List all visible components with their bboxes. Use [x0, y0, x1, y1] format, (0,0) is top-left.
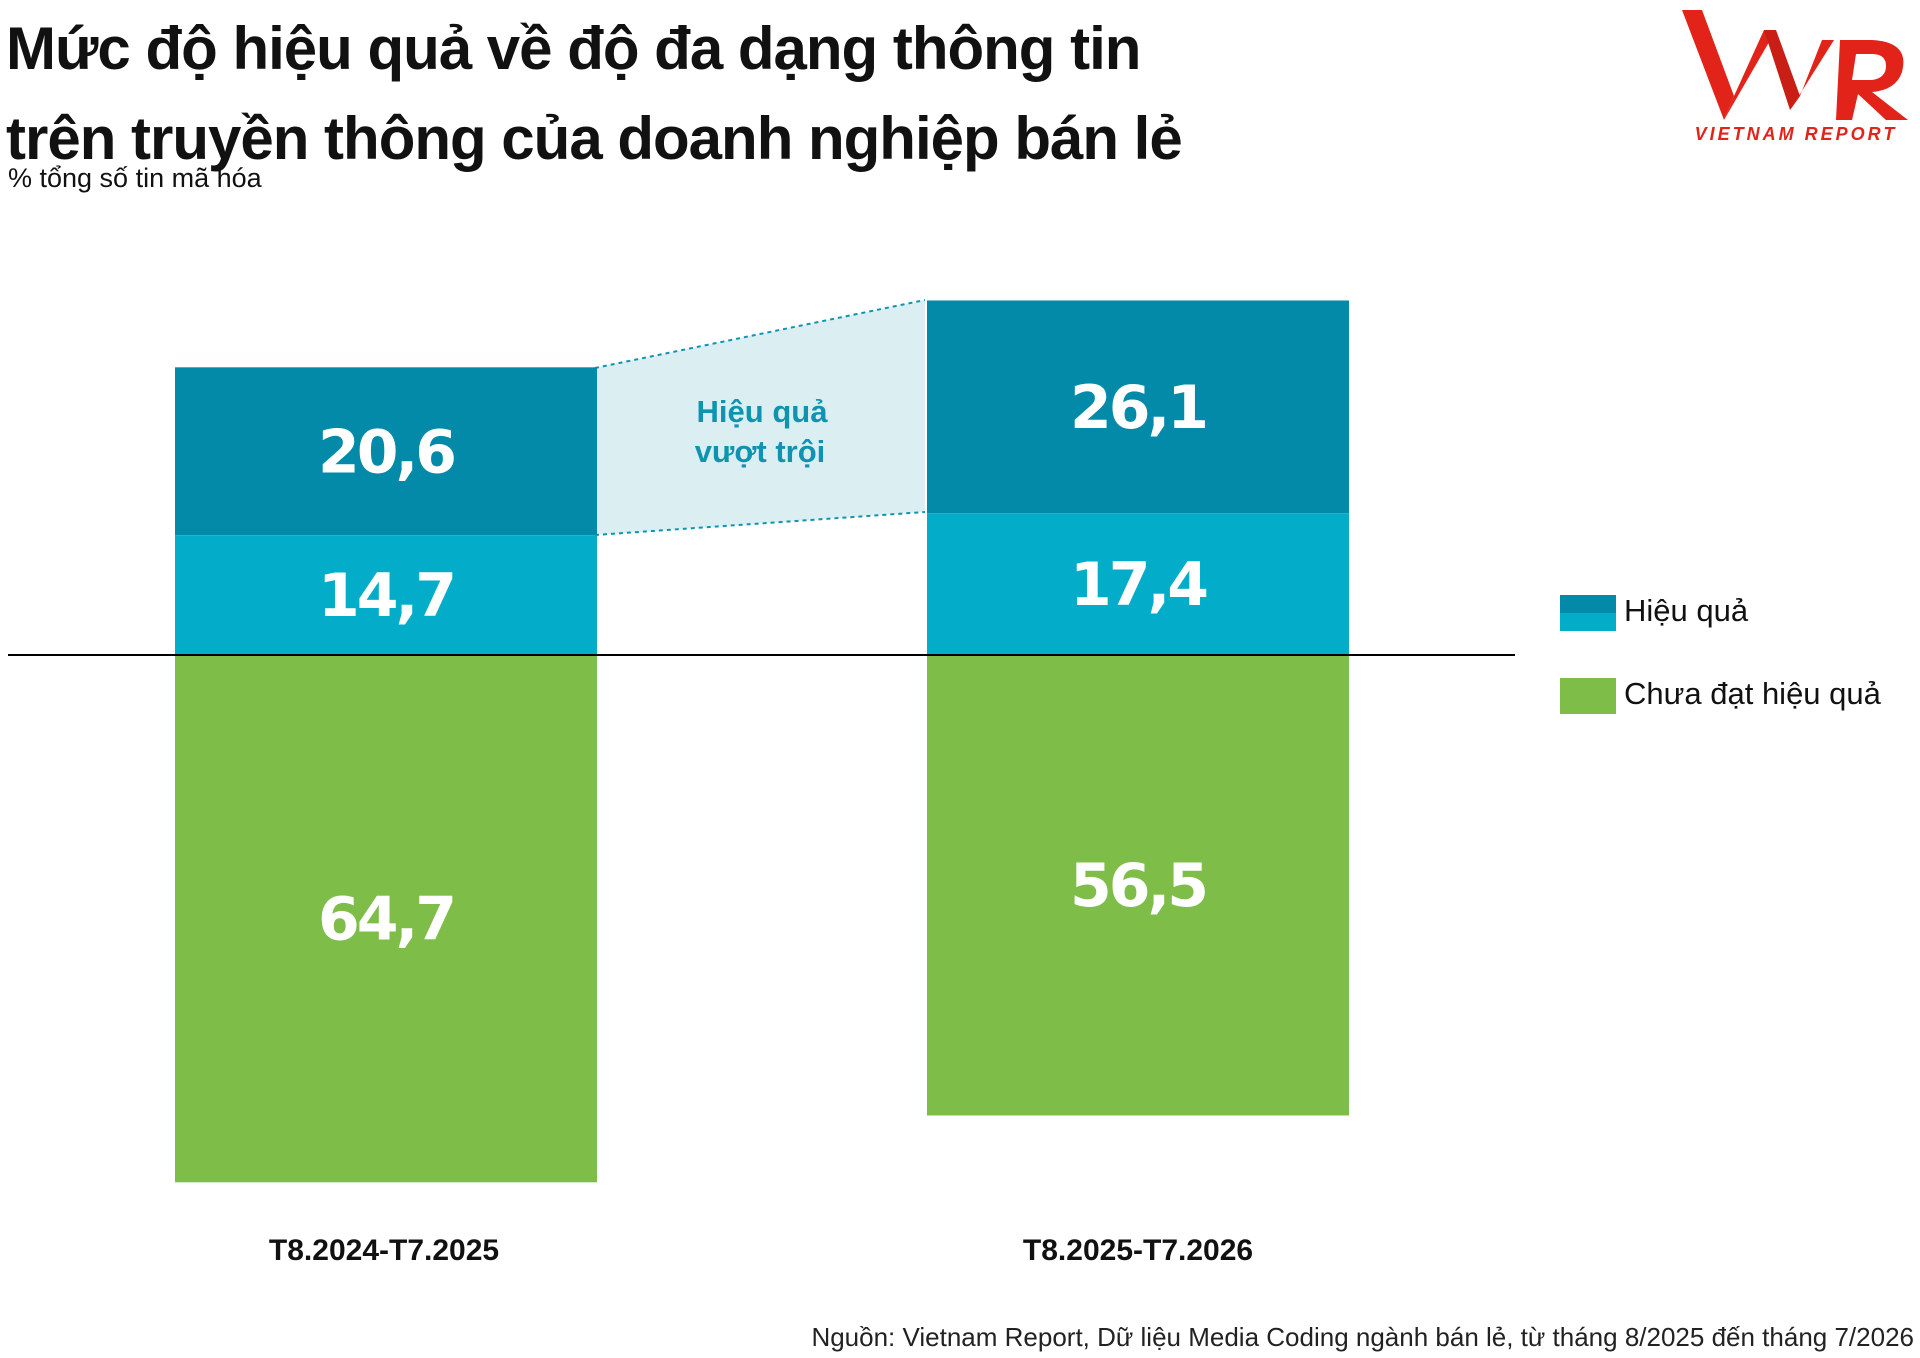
bar-chua-dat-hieu-qua-2 — [927, 655, 1349, 1116]
legend-label-hieu-qua: Hiệu quả — [1624, 593, 1749, 628]
chart-title-line-2: trên truyền thông của doanh nghiệp bán l… — [6, 105, 1183, 172]
vietnam-report-logo: VIETNAM REPORT — [1672, 0, 1920, 150]
data-label-chua-dat-hieu-qua-1: 64,7 — [318, 885, 454, 955]
bar-hieu-qua-top-1 — [175, 367, 597, 536]
source-note: Nguồn: Vietnam Report, Dữ liệu Media Cod… — [811, 1322, 1914, 1352]
data-label-hieu-qua-top-2: 26,1 — [1070, 373, 1206, 443]
data-label-chua-dat-hieu-qua-2: 56,5 — [1070, 851, 1206, 921]
annotation-label-line-2: vượt trội — [695, 434, 826, 469]
legend-item-hieu-qua: Hiệu quả — [1560, 592, 1748, 631]
data-label-hieu-qua-top-1: 20,6 — [318, 417, 454, 487]
bar-hieu-qua-bottom-2 — [927, 513, 1349, 655]
bar-chua-dat-hieu-qua-1 — [175, 655, 597, 1183]
data-label-hieu-qua-bottom-2: 17,4 — [1070, 550, 1206, 620]
legend-label-chua-dat-hieu-qua: Chưa đạt hiệu quả — [1624, 676, 1881, 711]
annotation-connector-top — [594, 299, 926, 369]
category-label-1: T8.2024-T7.2025 — [269, 1234, 499, 1267]
chart-title-line-1: Mức độ hiệu quả về độ đa dạng thông tin — [6, 15, 1141, 82]
vnr-logo-mark — [1682, 10, 1908, 120]
bar-group: 20,6 14,7 64,7 26,1 17,4 56,5 — [175, 300, 1349, 1183]
logo-text: VIETNAM REPORT — [1694, 124, 1898, 144]
legend-swatch-hieu-qua — [1560, 594, 1616, 631]
bar-hieu-qua-bottom-1 — [175, 535, 597, 655]
bar-hieu-qua-top-2 — [927, 300, 1349, 514]
legend-item-chua-dat-hieu-qua: Chưa đạt hiệu quả — [1560, 675, 1881, 714]
annotation-connector-bottom — [594, 511, 926, 536]
chart-title: Mức độ hiệu quả về độ đa dạng thông tin … — [6, 4, 1506, 184]
data-label-hieu-qua-bottom-1: 14,7 — [318, 561, 454, 631]
annotation-band — [595, 300, 925, 535]
category-label-2: T8.2025-T7.2026 — [1023, 1234, 1253, 1267]
annotation-label-line-1: Hiệu quả — [697, 394, 829, 429]
legend-swatch-chua-dat-hieu-qua — [1560, 677, 1616, 714]
chart-subtitle: % tổng số tin mã hóa — [8, 163, 262, 193]
